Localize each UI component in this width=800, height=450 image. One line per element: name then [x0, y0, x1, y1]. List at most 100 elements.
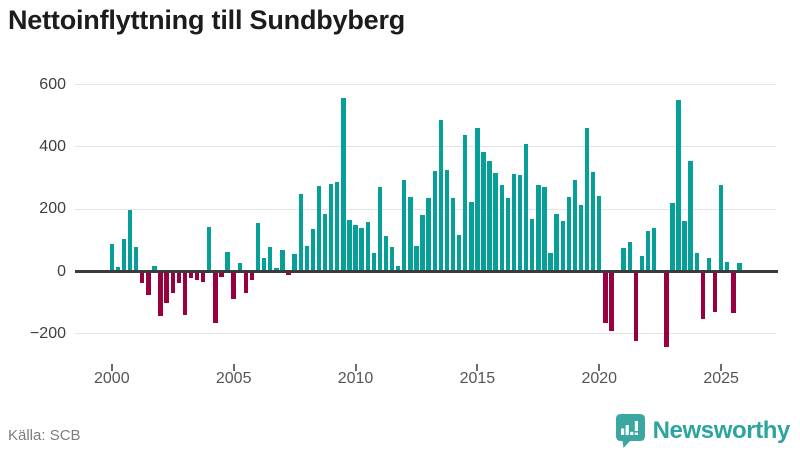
bar-2013-q4: [444, 169, 450, 272]
bar-2025-q1: [718, 185, 724, 272]
source-label: Källa: SCB: [8, 427, 81, 444]
bar-2019-q4: [590, 171, 596, 272]
bar-2000-q3: [121, 238, 127, 272]
bar-2021-q3: [633, 271, 639, 342]
bar-2024-q2: [700, 271, 706, 319]
bar-chart: 600 400 200 0 −200 2000 2005 2010 2015 2020 2025: [29, 76, 778, 387]
x-axis-label: 2025: [703, 370, 739, 387]
bar-2008-q4: [322, 213, 328, 272]
bar-2000-q2: [115, 267, 121, 272]
bar-2001-q4: [152, 265, 157, 272]
bar-2019-q2: [578, 205, 584, 272]
newsworthy-badge-icon: [615, 414, 645, 448]
bar-2006-q1: [255, 223, 261, 272]
bar-2005-q2: [237, 263, 242, 272]
y-axis-label: 0: [57, 262, 66, 280]
bar-2007-q2: [286, 271, 291, 276]
bar-2022-q4: [664, 271, 669, 347]
bar-2019-q1: [572, 180, 578, 272]
bar-2023-q2: [676, 100, 681, 272]
bar-2014-q3: [463, 135, 468, 272]
bar-2004-q4: [225, 252, 230, 272]
bar-2023-q4: [688, 160, 693, 272]
x-axis-tick: [476, 364, 479, 371]
bar-2021-q2: [627, 241, 632, 272]
bar-2004-q3: [219, 271, 224, 278]
newsworthy-wordmark: Newsworthy: [652, 417, 791, 444]
bar-2006-q3: [268, 246, 273, 272]
bar-2022-q2: [651, 228, 657, 272]
bar-2011-q3: [389, 246, 395, 272]
bar-2009-q1: [328, 183, 334, 272]
x-axis-label: 2000: [94, 370, 130, 387]
bar-2012-q4: [420, 214, 425, 272]
bar-2014-q1: [450, 197, 456, 272]
x-axis-tick: [720, 364, 723, 371]
bar-2008-q3: [316, 186, 322, 272]
bar-2018-q2: [554, 213, 559, 272]
bar-2018-q1: [548, 253, 553, 272]
x-axis-zero-line: [75, 270, 778, 273]
y-axis-label: −200: [29, 324, 66, 342]
bar-2001-q1: [133, 247, 139, 272]
bar-2005-q4: [249, 271, 255, 280]
bar-2003-q4: [201, 271, 206, 283]
bar-2022-q1: [645, 230, 651, 272]
bar-2003-q1: [182, 271, 188, 315]
gridline-600: [75, 84, 776, 86]
bar-2002-q1: [158, 271, 163, 317]
x-axis-label: 2005: [215, 370, 252, 387]
bar-2020-q2: [603, 271, 608, 323]
bar-2009-q4: [347, 220, 352, 272]
bar-2012-q3: [414, 245, 419, 272]
bar-2023-q1: [670, 203, 675, 272]
bar-2013-q3: [438, 120, 444, 272]
bar-2007-q1: [280, 250, 285, 272]
bar-2009-q3: [341, 97, 346, 272]
bar-2015-q2: [481, 151, 486, 272]
bar-2007-q4: [298, 193, 303, 272]
bar-2009-q2: [335, 181, 340, 272]
bar-2025-q4: [737, 263, 742, 272]
bar-2012-q2: [408, 197, 413, 272]
chart-title: Nettoinflyttning till Sundbyberg: [8, 5, 406, 35]
bar-2013-q1: [426, 197, 431, 272]
newsworthy-logo[interactable]: Newsworthy: [615, 414, 791, 448]
bar-2003-q3: [194, 271, 200, 280]
bar-2001-q3: [146, 271, 151, 295]
bar-2023-q3: [682, 220, 687, 272]
bar-2005-q3: [243, 271, 249, 293]
bar-2002-q3: [170, 271, 175, 293]
bar-2016-q2: [505, 197, 511, 272]
bar-2003-q2: [188, 271, 194, 279]
x-axis-tick: [232, 364, 235, 371]
bar-2018-q4: [566, 197, 571, 272]
bar-2011-q1: [377, 186, 383, 272]
bar-2012-q1: [402, 179, 407, 272]
bar-2006-q2: [261, 257, 267, 272]
bar-2019-q3: [584, 127, 590, 272]
bar-2021-q1: [621, 248, 626, 272]
bar-2011-q2: [383, 235, 389, 272]
bar-2010-q2: [359, 228, 364, 272]
bar-2014-q2: [456, 235, 462, 272]
bar-2005-q1: [231, 271, 236, 300]
bar-2016-q4: [517, 175, 523, 272]
bar-2007-q3: [292, 253, 297, 272]
bar-2004-q1: [207, 227, 212, 272]
bar-2013-q2: [432, 170, 437, 272]
x-axis-label: 2010: [337, 370, 374, 387]
bar-2017-q1: [523, 144, 529, 272]
bar-2018-q3: [560, 221, 565, 272]
bar-2000-q4: [127, 210, 133, 272]
bar-2000-q1: [109, 244, 114, 272]
bar-2006-q4: [274, 268, 279, 272]
bar-2011-q4: [395, 265, 401, 272]
bar-2024-q1: [694, 253, 699, 272]
bar-2025-q3: [731, 271, 736, 313]
bar-2015-q3: [487, 160, 492, 272]
bar-2024-q3: [706, 258, 712, 272]
bar-2010-q1: [353, 224, 358, 272]
bar-2017-q2: [530, 218, 535, 272]
